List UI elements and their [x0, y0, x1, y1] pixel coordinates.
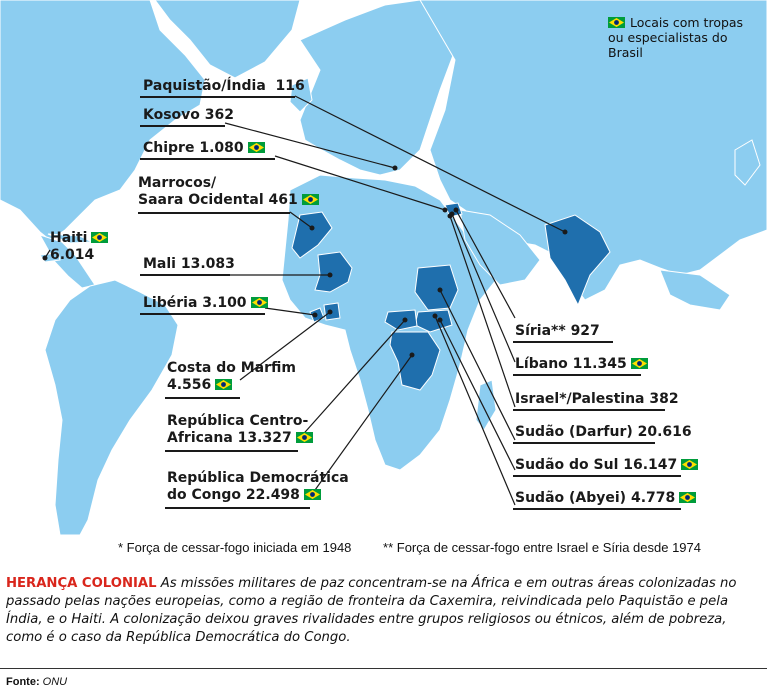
source-label: Fonte:: [6, 676, 40, 688]
brazil-flag-icon: [303, 489, 321, 500]
leader-marrocos: [289, 211, 313, 229]
source: Fonte: ONU: [6, 676, 67, 688]
leader-liberia: [264, 307, 316, 316]
western-sahara-shape: [291, 211, 333, 259]
brazil-flag-icon: [247, 142, 265, 153]
leader-siria: [455, 209, 516, 319]
se-asia-shape: [659, 269, 731, 311]
label-siria: Síria** 927: [515, 323, 600, 339]
drc-shape: [389, 331, 441, 391]
leader-libano: [451, 213, 516, 363]
label-haiti: Haiti 6.014: [50, 230, 109, 264]
leader-paquistao: [294, 95, 566, 233]
japan-shape: [734, 139, 761, 186]
uk-shape: [289, 77, 313, 113]
india-pakistan-shape: [544, 214, 611, 307]
legend-text-2: ou especialistas do: [608, 30, 728, 45]
caption-heading: HERANÇA COLONIAL: [6, 576, 157, 591]
map-shapes: [0, 0, 767, 535]
label-mali: Mali 13.083: [143, 256, 235, 272]
brazil-flag-icon: [301, 194, 319, 205]
leader-abyei: [434, 315, 516, 506]
brazil-flag-icon: [679, 492, 697, 503]
legend-text-1: Locais com tropas: [630, 15, 744, 30]
caption-body: As missões militares de paz concentram-s…: [6, 576, 737, 645]
leader-car: [297, 319, 406, 441]
legend: Locais com tropas ou especialistas do Br…: [608, 15, 743, 60]
footnote-1: * Força de cessar-fogo iniciada em 1948: [118, 540, 352, 555]
label-costa-marfim: Costa do Marfim 4.556: [167, 360, 297, 393]
leader-kosovo: [224, 122, 396, 169]
brazil-flag-icon: [295, 432, 313, 443]
legend-text-3: Brasil: [608, 45, 643, 60]
brazil-flag-icon: [608, 17, 625, 28]
label-abyei: Sudão (Abyei) 4.778: [515, 490, 697, 507]
label-darfur: Sudão (Darfur) 20.616: [515, 424, 692, 440]
source-value: ONU: [42, 676, 68, 688]
label-rca: República Centro- Africana 13.327: [167, 413, 313, 447]
leader-israel: [449, 215, 516, 408]
leader-sul: [439, 319, 516, 471]
brazil-flag-icon: [91, 232, 109, 243]
south-america-shape: [44, 279, 179, 535]
madagascar-shape: [475, 379, 497, 431]
brazil-flag-icon: [681, 459, 699, 470]
north-america-shape: [0, 0, 206, 241]
label-chipre: Chipre 1.080: [143, 140, 265, 157]
label-liberia: Libéria 3.100: [143, 295, 268, 312]
label-rdc: República Democrática do Congo 22.498: [167, 470, 349, 503]
sudan-shape: [414, 264, 459, 311]
leader-rdc: [309, 354, 413, 498]
brazil-flag-icon: [215, 379, 233, 390]
leader-chipre: [274, 155, 446, 211]
footnote-2: ** Força de cessar-fogo entre Israel e S…: [383, 540, 701, 555]
greenland-shape: [154, 0, 301, 79]
caption: HERANÇA COLONIAL As missões militares de…: [6, 575, 758, 647]
label-libano: Líbano 11.345: [515, 356, 648, 373]
world-map: Locais com tropas ou especialistas do Br…: [0, 0, 767, 535]
arabia-shape: [459, 209, 541, 286]
leader-costa: [239, 311, 331, 381]
label-kosovo: Kosovo 362: [143, 107, 235, 123]
footnotes: * Força de cessar-fogo iniciada em 1948 …: [118, 540, 729, 555]
divider: [0, 668, 767, 669]
mali-shape: [314, 251, 353, 293]
label-paquistao: Paquistão/Índia 116: [143, 78, 305, 94]
label-sudao-sul: Sudão do Sul 16.147: [515, 457, 699, 474]
brazil-flag-icon: [250, 297, 268, 308]
brazil-flag-icon: [630, 358, 648, 369]
leader-darfur: [439, 289, 516, 441]
europe-shape: [299, 0, 461, 176]
car-shape: [384, 309, 418, 331]
label-israel: Israel*/Palestina 382: [515, 391, 679, 407]
label-marrocos: Marrocos/ Saara Ocidental 461: [138, 175, 319, 209]
